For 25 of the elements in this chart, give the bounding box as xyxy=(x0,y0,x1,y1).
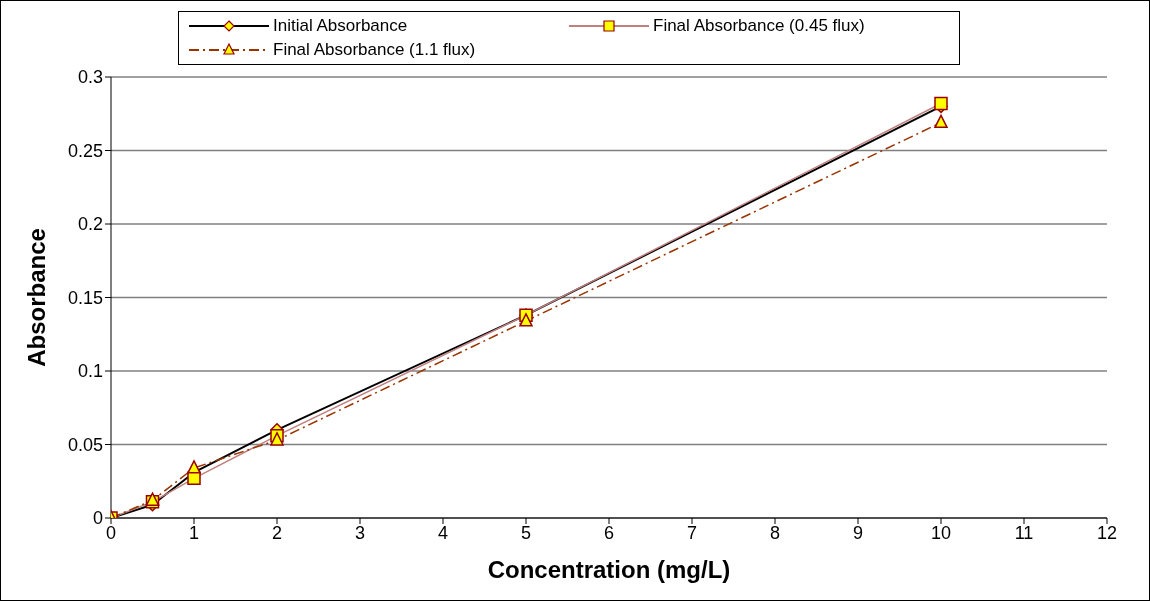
x-tick-label: 3 xyxy=(354,522,366,543)
y-tick-label: 0 xyxy=(92,508,103,529)
x-tick-label: 4 xyxy=(437,522,449,543)
x-axis-title: Concentration (mg/L) xyxy=(487,556,731,583)
y-tick-label: 0.3 xyxy=(77,67,103,88)
x-tick-label: 5 xyxy=(520,522,532,543)
x-tick-label: 7 xyxy=(686,522,698,543)
x-tick-label: 9 xyxy=(852,522,864,543)
y-tick-label: 0.2 xyxy=(77,214,103,235)
y-tick-label: 0.1 xyxy=(77,361,103,382)
y-tick-label: 0.15 xyxy=(67,287,103,308)
x-tick-label: 8 xyxy=(769,522,781,543)
x-tick-label: 11 xyxy=(1014,522,1034,543)
legend-label: Initial Absorbance xyxy=(273,16,408,36)
y-tick-label: 0.05 xyxy=(67,434,103,455)
x-tick-label: 6 xyxy=(603,522,615,543)
x-tick-label: 0 xyxy=(105,522,117,543)
x-tick-label: 12 xyxy=(1096,522,1118,543)
x-tick-label: 1 xyxy=(188,522,200,543)
legend-label: Final Absorbance (1.1 flux) xyxy=(273,40,476,60)
legend-label: Final Absorbance (0.45 flux) xyxy=(653,16,865,36)
y-tick-label: 0.25 xyxy=(67,140,103,161)
y-axis-title: Absorbance xyxy=(22,228,50,367)
x-tick-label: 2 xyxy=(271,522,283,543)
x-tick-label: 10 xyxy=(930,522,952,543)
